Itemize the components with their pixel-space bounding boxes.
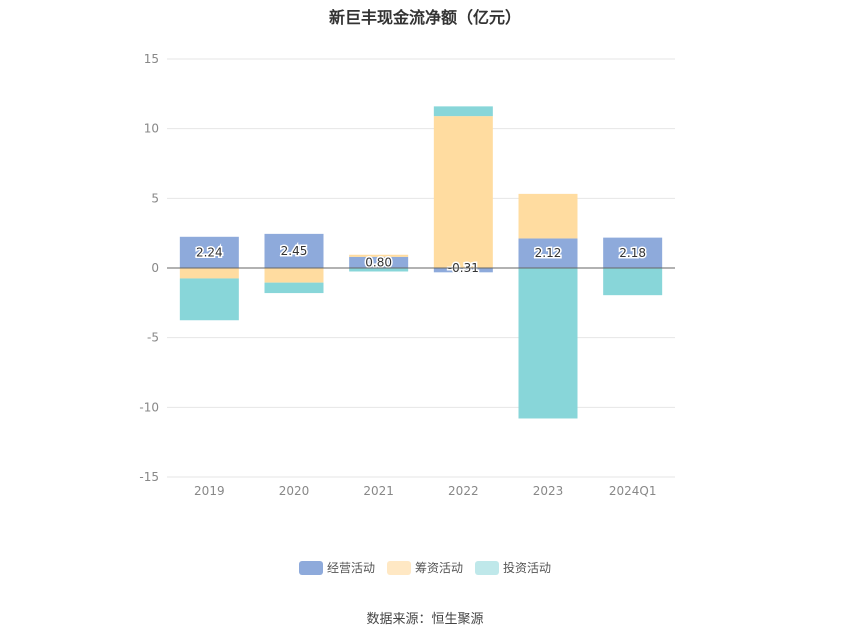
y-tick-label: -10: [139, 400, 159, 414]
bar-investing[interactable]: [349, 268, 409, 272]
bar-financing[interactable]: [349, 254, 409, 257]
bar-operating[interactable]: [264, 233, 324, 268]
legend-label-investing: 投资活动: [503, 561, 552, 575]
y-tick-label: 0: [151, 261, 159, 275]
cash-flow-chart: 2.24 2.450.80 -0.312.12 2.18 151050-5-10-15…: [139, 52, 675, 498]
legend-swatch-operating: [298, 560, 323, 575]
bar-financing[interactable]: [264, 268, 324, 283]
data-label-operating: 0.80: [365, 255, 392, 269]
legend-label-operating: 经营活动: [326, 561, 375, 575]
data-label-operating: 2.18: [619, 246, 646, 260]
legend: 经营活动 筹资活动 投资活动: [0, 559, 850, 576]
data-labels: 2.24 2.450.80 -0.312.12 2.18: [194, 242, 647, 276]
bar-operating[interactable]: [603, 237, 663, 268]
bar-investing[interactable]: [603, 268, 663, 296]
x-tick-label: 2019: [194, 484, 225, 498]
bar-operating[interactable]: [518, 238, 578, 268]
bar-investing[interactable]: [433, 106, 493, 117]
bar-investing[interactable]: [518, 268, 578, 419]
chart-title: 新巨丰现金流净额（亿元）: [328, 8, 521, 27]
data-label-operating: 2.12: [535, 246, 562, 260]
data-label-operating: 2.45: [281, 244, 308, 258]
bar-financing[interactable]: [518, 193, 578, 239]
legend-swatch-investing: [475, 560, 499, 575]
bar-operating[interactable]: [349, 256, 409, 268]
x-tick-label: 2023: [533, 484, 564, 498]
y-tick-label: 15: [144, 52, 159, 66]
bar-financing[interactable]: [179, 268, 239, 279]
legend-label-financing: 筹资活动: [414, 561, 463, 575]
legend-item-financing[interactable]: 筹资活动: [386, 559, 463, 576]
bars: [179, 106, 663, 419]
legend-item-investing[interactable]: 投资活动: [475, 559, 551, 576]
x-tick-label: 2020: [279, 484, 310, 498]
y-tick-label: -5: [147, 331, 159, 345]
data-label-operating: 2.24: [196, 245, 223, 259]
data-source: 数据来源：恒生聚源: [366, 612, 484, 627]
legend-swatch-financing: [386, 560, 411, 575]
legend-item-operating[interactable]: 经营活动: [298, 559, 375, 576]
bar-investing[interactable]: [179, 278, 239, 321]
axes: 15 10 5 0 -5 -10 -15 2019 2020 2021 2022 2023 2024Q1: [139, 52, 675, 498]
bar-investing[interactable]: [264, 282, 324, 294]
x-tick-label: 2022: [448, 484, 479, 498]
y-tick-label: 5: [151, 191, 159, 205]
bar-operating[interactable]: [179, 236, 239, 268]
x-tick-label: 2021: [363, 484, 394, 498]
y-tick-label: 10: [144, 122, 159, 136]
x-tick-label: 2024Q1: [609, 484, 657, 498]
y-tick-label: -15: [139, 470, 159, 484]
bar-financing[interactable]: [433, 116, 493, 268]
bar-operating[interactable]: [433, 268, 493, 273]
